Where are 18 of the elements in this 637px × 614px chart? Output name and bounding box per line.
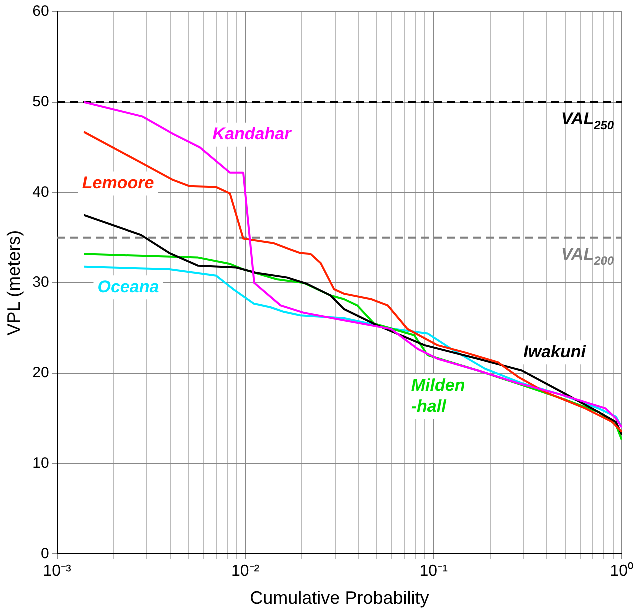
series-label: Lemoore: [82, 173, 154, 192]
x-tick-label: 10⁻³: [43, 563, 72, 580]
y-tick-label: 50: [32, 94, 50, 111]
series-label: Iwakuni: [524, 342, 588, 362]
series-label: Kandahar: [212, 124, 293, 144]
y-tick-label: 10: [32, 454, 50, 472]
series-label: Milden -hall: [411, 376, 466, 416]
y-axis-title: VPL (meters): [4, 230, 24, 336]
y-tick-label: 30: [32, 274, 50, 292]
y-tick-label: 20: [32, 364, 50, 382]
x-tick-label: 10⁻²: [231, 563, 260, 580]
y-tick-label: 60: [32, 3, 50, 20]
x-tick-label: 10⁻¹: [420, 563, 448, 580]
series-label: Oceana: [98, 277, 160, 296]
x-tick-label: 10⁰: [610, 562, 634, 580]
y-tick-label: 0: [40, 545, 50, 562]
x-axis-title: Cumulative Probability: [250, 588, 430, 608]
y-tick-label: 40: [32, 184, 50, 201]
